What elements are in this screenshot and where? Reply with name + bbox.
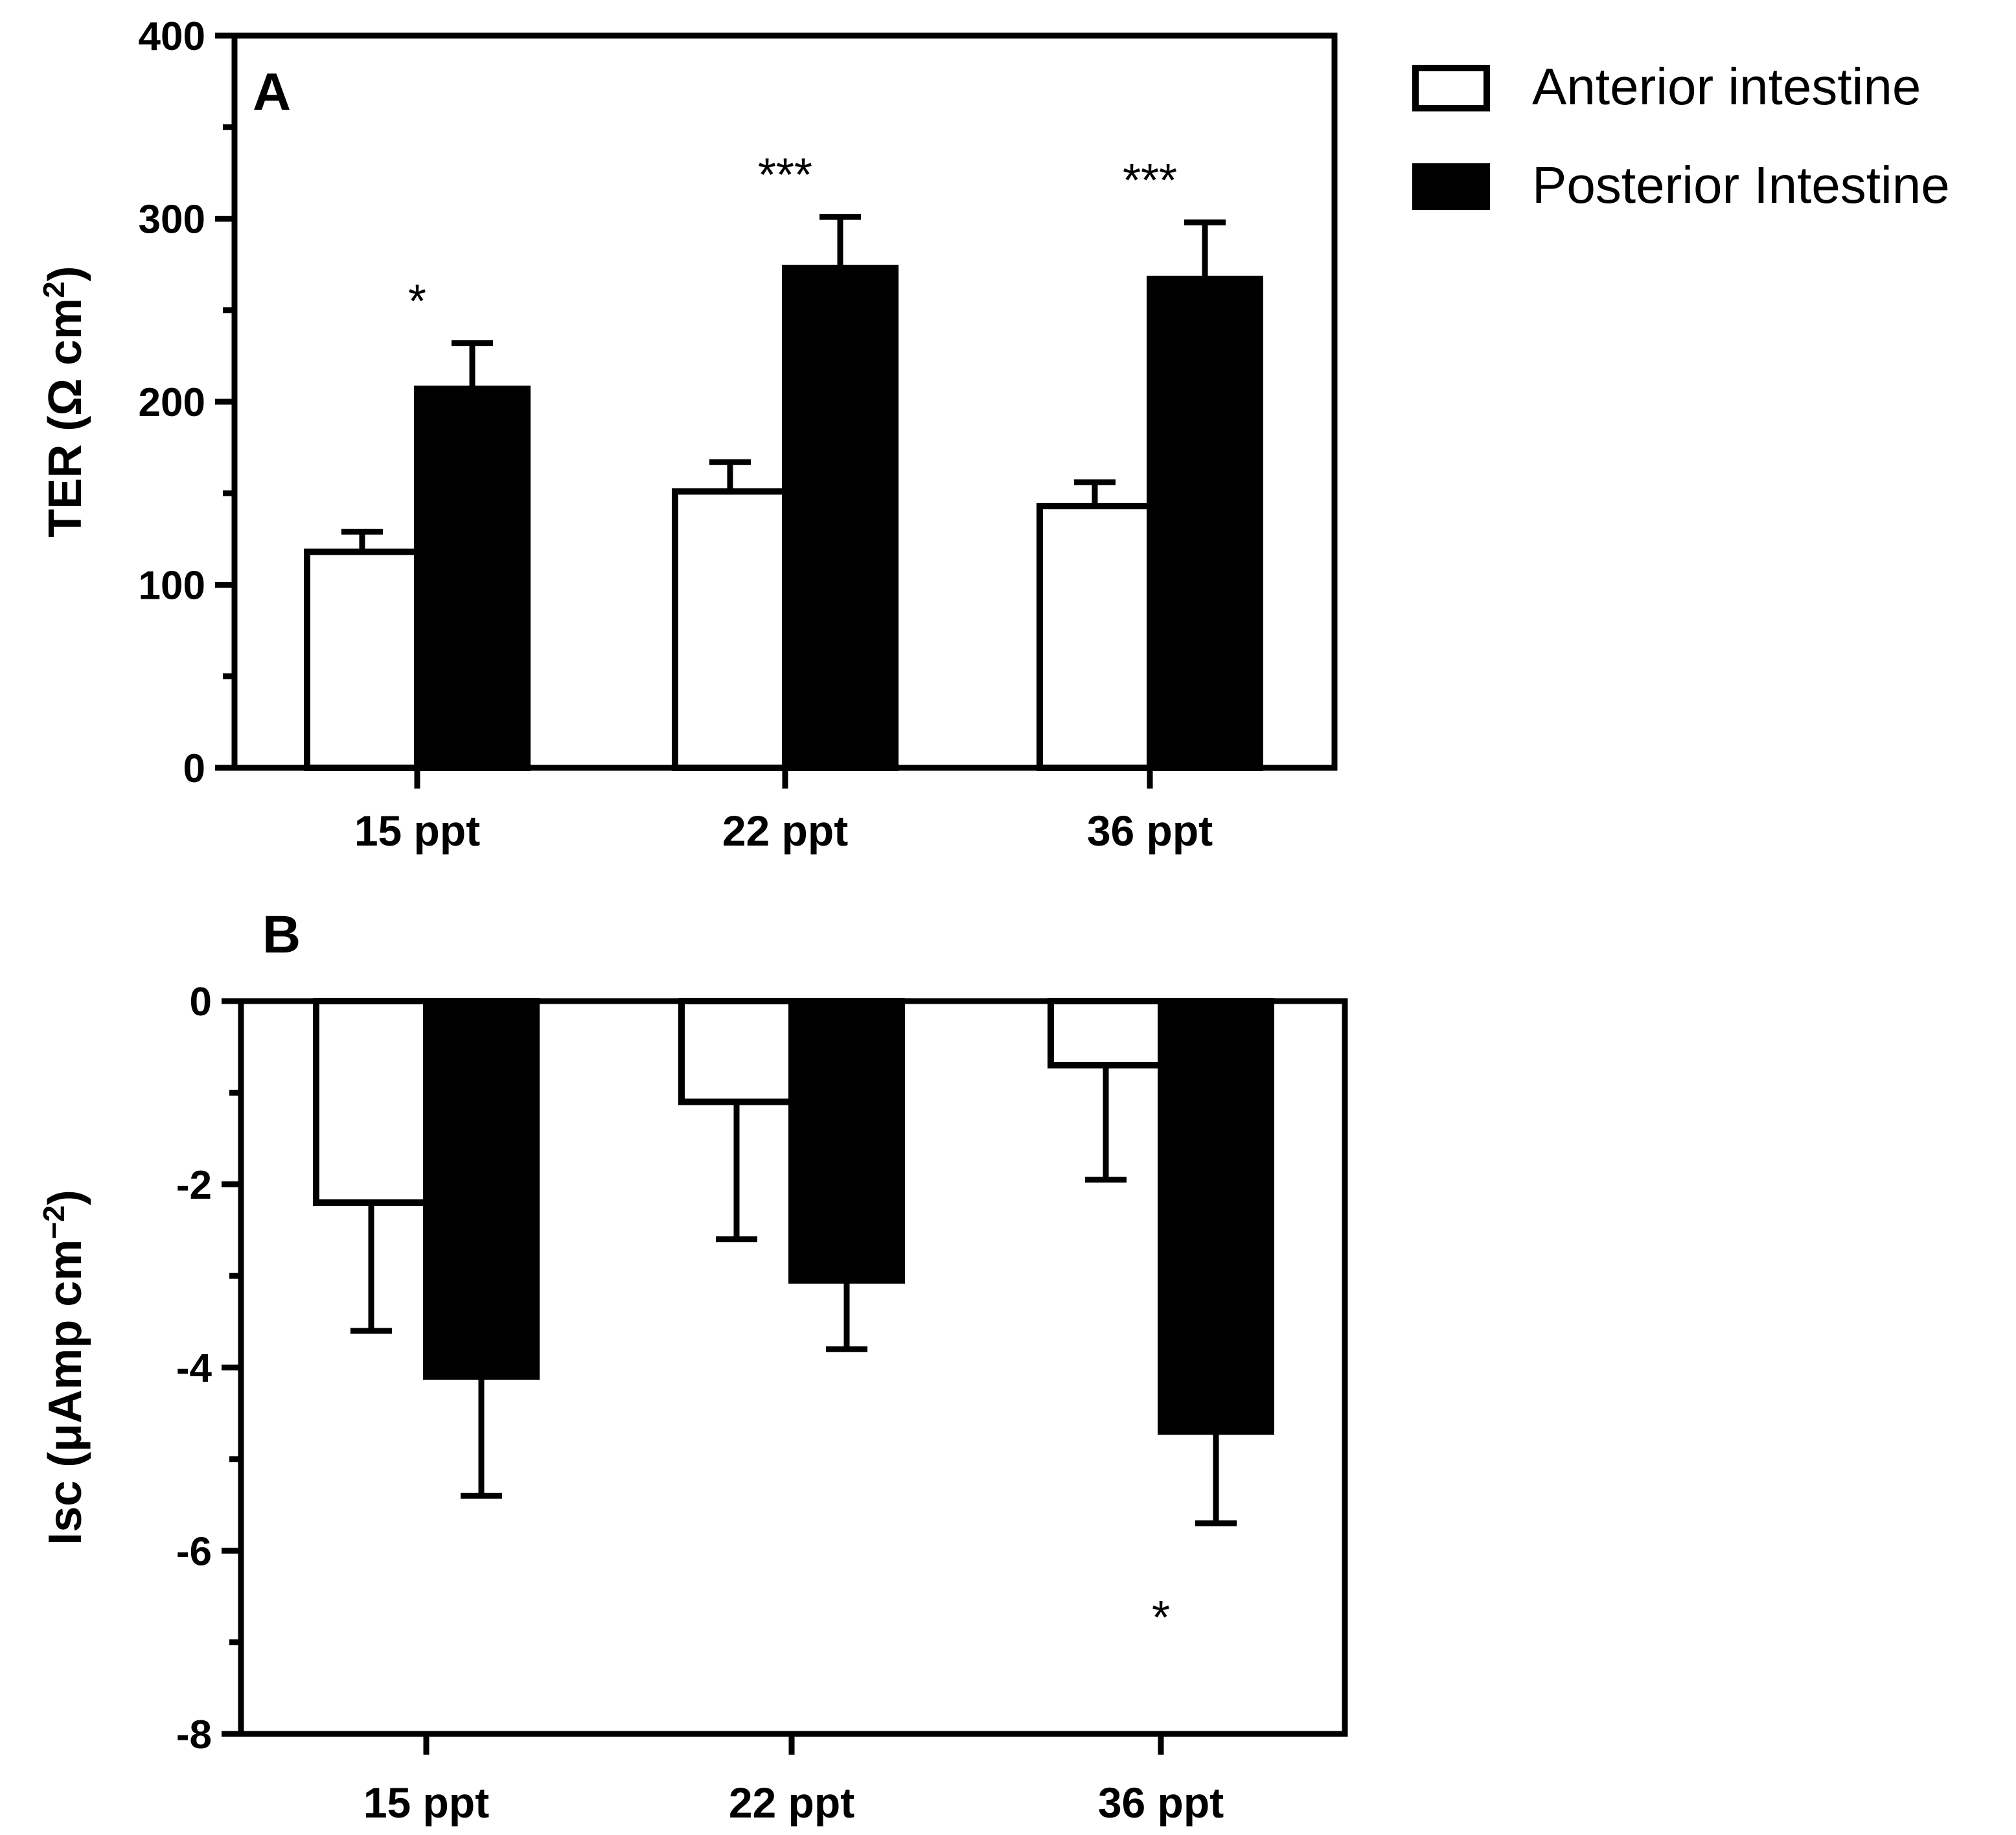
bar-anterior-1 — [672, 488, 788, 771]
y-tick-label: 0 — [183, 746, 205, 791]
y-axis-label-superscript: −2 — [37, 1205, 71, 1239]
legend-label-posterior: Posterior Intestine — [1532, 156, 1950, 214]
panel-b-chart: 0 -2 -4 -6 -8 15 ppt 22 ppt 36 ppt * B Isc (μAmp c… — [37, 905, 1348, 1827]
bar-anterior-2 — [1048, 998, 1164, 1068]
bar-anterior-0 — [304, 548, 420, 772]
y-tick-label: 0 — [190, 980, 212, 1024]
y-tick-label: -8 — [176, 1713, 212, 1757]
panel-label: B — [262, 905, 301, 964]
y-tick-label: -2 — [176, 1163, 212, 1208]
x-tick-label: 36 ppt — [1087, 807, 1213, 855]
x-tick-label: 36 ppt — [1098, 1779, 1224, 1827]
bar-anterior-0 — [313, 998, 430, 1206]
y-tick-label: -6 — [176, 1529, 212, 1574]
significance-marker: * — [1152, 1592, 1170, 1644]
x-tick-label: 22 ppt — [722, 807, 848, 855]
bar-anterior-2 — [1037, 503, 1153, 772]
y-tick-label: 400 — [139, 14, 205, 59]
y-axis-label: Isc (μAmp cm−2) — [37, 1190, 91, 1545]
bar-posterior-1 — [782, 264, 899, 771]
bar-posterior-2 — [1158, 998, 1274, 1435]
legend-swatch-posterior — [1412, 163, 1490, 210]
y-tick-label: 300 — [139, 198, 205, 242]
y-tick-label: 100 — [139, 564, 205, 608]
legend: Anterior intestine Posterior Intestine — [1412, 58, 1950, 214]
y-axis-label-close: ) — [40, 266, 91, 281]
significance-marker: *** — [758, 150, 812, 202]
bar-posterior-0 — [414, 386, 531, 771]
bar-anterior-1 — [678, 998, 795, 1105]
y-tick-label: -4 — [176, 1346, 212, 1391]
significance-marker: * — [408, 276, 426, 328]
y-tick-label: 200 — [139, 380, 205, 425]
bar-posterior-2 — [1147, 275, 1263, 772]
y-axis-label-close: ) — [40, 1190, 91, 1205]
significance-marker: *** — [1123, 155, 1177, 207]
y-axis-label-superscript: 2 — [37, 281, 71, 298]
bar-posterior-0 — [423, 998, 540, 1380]
x-tick-label: 22 ppt — [729, 1779, 854, 1827]
legend-label-anterior: Anterior intestine — [1532, 58, 1921, 115]
y-axis-label: TER (Ω cm2) — [37, 266, 91, 537]
x-tick-label: 15 ppt — [363, 1779, 489, 1827]
panel-label: A — [253, 63, 291, 122]
bar-posterior-1 — [788, 998, 905, 1284]
legend-swatch-anterior — [1412, 65, 1490, 111]
x-tick-label: 15 ppt — [354, 807, 480, 855]
